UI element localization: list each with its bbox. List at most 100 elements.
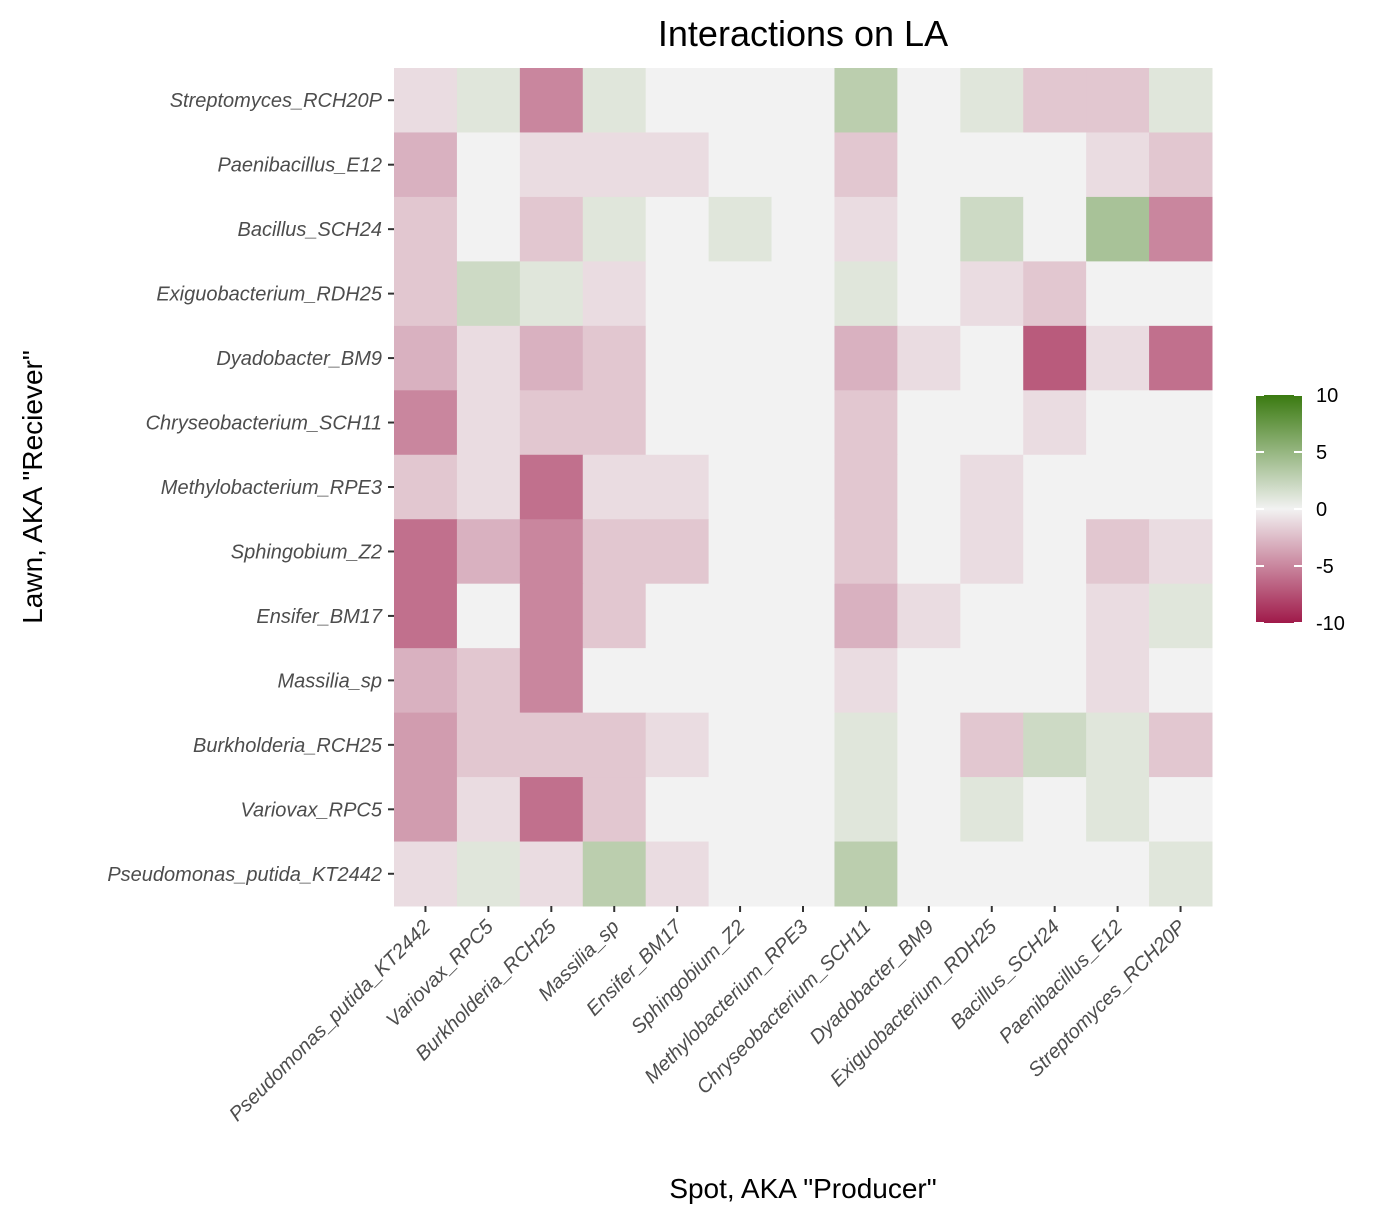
heatmap-cell xyxy=(456,519,521,585)
heatmap-cell xyxy=(394,777,458,843)
heatmap-cell xyxy=(582,196,647,262)
heatmap-cell xyxy=(834,390,898,456)
heatmap-cell xyxy=(771,390,835,456)
heatmap-cell xyxy=(708,132,773,198)
heatmap-cell xyxy=(771,841,835,907)
heatmap-cell xyxy=(519,261,584,327)
heatmap-cell xyxy=(456,712,521,778)
legend-tick-label: -10 xyxy=(1316,613,1345,635)
y-tick-label: Exiguobacterium_RDH25 xyxy=(156,284,383,306)
heatmap-cell xyxy=(394,132,458,198)
heatmap-cell xyxy=(645,68,710,133)
heatmap-cell xyxy=(897,390,961,456)
heatmap-cell xyxy=(897,454,961,520)
heatmap-cell xyxy=(834,777,898,843)
legend-tick-label: -5 xyxy=(1316,556,1334,578)
heatmap-cell xyxy=(771,261,835,327)
heatmap-cell xyxy=(645,648,710,714)
heatmap-cell xyxy=(1023,390,1087,456)
heatmap-cell xyxy=(582,583,647,649)
heatmap-cell xyxy=(960,390,1024,456)
heatmap-cell xyxy=(1149,712,1213,778)
heatmap-cell xyxy=(394,841,458,907)
heatmap-cell xyxy=(834,325,898,391)
heatmap-cell xyxy=(645,519,710,585)
heatmap-cell xyxy=(897,777,961,843)
heatmap-cell xyxy=(645,454,710,520)
heatmap-cell xyxy=(960,132,1024,198)
heatmap-cell xyxy=(1023,261,1087,327)
heatmap-cell xyxy=(519,390,584,456)
heatmap-cell xyxy=(582,519,647,585)
heatmap-cell xyxy=(394,648,458,714)
heatmap-cell xyxy=(394,68,458,133)
heatmap-cell xyxy=(708,454,773,520)
heatmap-cell xyxy=(834,519,898,585)
heatmap-cell xyxy=(1149,519,1213,585)
y-tick-label: Pseudomonas_putida_KT2442 xyxy=(107,864,382,886)
y-tick-label: Streptomyces_RCH20P xyxy=(170,90,383,112)
heatmap-cell xyxy=(456,583,521,649)
y-axis-ticks: Streptomyces_RCH20P Paenibacillus_E12 Baci… xyxy=(107,90,394,886)
heatmap-cell xyxy=(708,841,773,907)
heatmap-cell xyxy=(1086,519,1150,585)
heatmap-cell xyxy=(1149,132,1213,198)
heatmap-cell xyxy=(645,261,710,327)
heatmap-cell xyxy=(771,132,835,198)
heatmap-cell xyxy=(771,325,835,391)
y-tick-label: Sphingobium_Z2 xyxy=(231,541,382,563)
heatmap-cell xyxy=(394,261,458,327)
y-tick-label: Bacillus_SCH24 xyxy=(237,219,382,241)
heatmap-cell xyxy=(771,68,835,133)
heatmap-cell xyxy=(771,196,835,262)
heatmap-cell xyxy=(960,777,1024,843)
heatmap-cell xyxy=(1023,454,1087,520)
heatmap-cell xyxy=(771,777,835,843)
heatmap-cell xyxy=(456,390,521,456)
heatmap-cell xyxy=(708,68,773,133)
heatmap-cell xyxy=(645,712,710,778)
heatmap-cell xyxy=(834,196,898,262)
heatmap-cell xyxy=(708,519,773,585)
heatmap-cell xyxy=(582,132,647,198)
y-tick-label: Paenibacillus_E12 xyxy=(217,155,382,177)
heatmap-cell xyxy=(771,454,835,520)
heatmap-cell xyxy=(394,712,458,778)
heatmap-cell xyxy=(645,390,710,456)
heatmap-cell xyxy=(1086,261,1150,327)
heatmap-cell xyxy=(897,132,961,198)
heatmap-cell xyxy=(1023,583,1087,649)
y-axis-title: Lawn, AKA "Reciever" xyxy=(17,350,48,624)
heatmap-cell xyxy=(1149,454,1213,520)
heatmap-cell xyxy=(1149,583,1213,649)
heatmap-cell xyxy=(1086,390,1150,456)
heatmap-cell xyxy=(519,583,584,649)
heatmap-cell xyxy=(897,583,961,649)
heatmap-cell xyxy=(1149,777,1213,843)
heatmap-cell xyxy=(519,841,584,907)
heatmap-cell xyxy=(394,390,458,456)
heatmap-cell xyxy=(582,841,647,907)
heatmap-cell xyxy=(771,583,835,649)
heatmap-cell xyxy=(1023,196,1087,262)
heatmap-cell xyxy=(519,712,584,778)
y-tick-label: Dyadobacter_BM9 xyxy=(216,348,382,370)
heatmap-cell xyxy=(960,841,1024,907)
heatmap-cell xyxy=(897,196,961,262)
x-axis-title: Spot, AKA "Producer" xyxy=(669,1173,936,1204)
heatmap-cell xyxy=(645,132,710,198)
heatmap-cell xyxy=(582,648,647,714)
heatmap-cell xyxy=(394,583,458,649)
heatmap-cell xyxy=(897,648,961,714)
heatmap-cell xyxy=(1149,841,1213,907)
heatmap-cell xyxy=(456,132,521,198)
heatmap-cell xyxy=(456,196,521,262)
y-tick-label: Burkholderia_RCH25 xyxy=(193,735,383,757)
heatmap-cell xyxy=(456,648,521,714)
heatmap-cell xyxy=(708,325,773,391)
heatmap-cell xyxy=(834,68,898,133)
y-tick-label: Methylobacterium_RPE3 xyxy=(161,477,382,499)
heatmap-cell xyxy=(834,648,898,714)
heatmap-cell xyxy=(519,648,584,714)
